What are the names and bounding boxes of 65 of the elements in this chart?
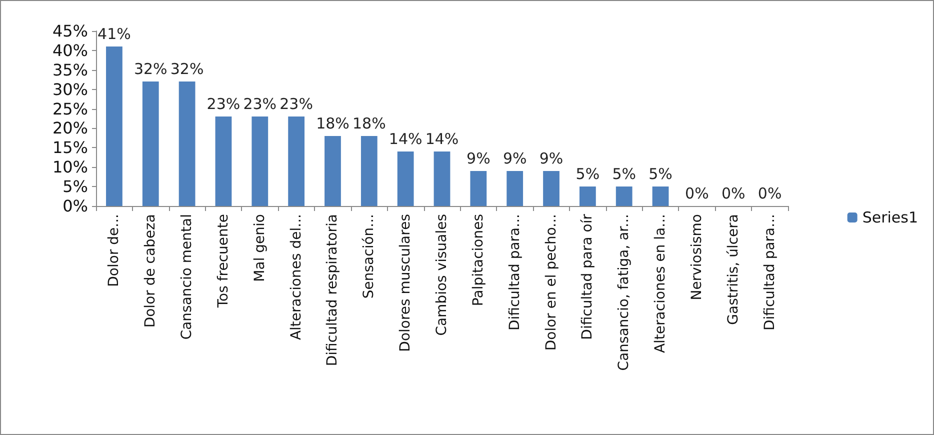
bar bbox=[215, 116, 232, 206]
y-tick-label: 15% bbox=[52, 138, 88, 158]
bar bbox=[324, 136, 341, 206]
data-label: 14% bbox=[388, 130, 422, 148]
y-tick-label: 45% bbox=[52, 22, 88, 40]
data-label: 5% bbox=[648, 165, 672, 184]
y-tick-label: 35% bbox=[52, 60, 88, 80]
bar bbox=[142, 82, 159, 206]
data-label: 0% bbox=[685, 184, 709, 202]
y-tick-label: 40% bbox=[52, 40, 88, 60]
x-tick-label: Cambios visuales bbox=[434, 214, 450, 336]
x-tick-label: Tos frecuente bbox=[215, 214, 232, 309]
data-label: 9% bbox=[539, 150, 564, 168]
x-tick-label: Dolores musculares bbox=[398, 214, 414, 352]
bar bbox=[360, 136, 378, 206]
data-label: 0% bbox=[758, 184, 782, 202]
bar bbox=[543, 171, 560, 206]
y-tick-label: 10% bbox=[52, 158, 88, 177]
x-tick-label: Cansancio mental bbox=[179, 214, 196, 340]
legend-label: Series1 bbox=[862, 208, 918, 226]
bar bbox=[506, 171, 524, 206]
bar bbox=[434, 152, 450, 206]
x-tick-label: Dificultad para... bbox=[506, 214, 523, 331]
bar bbox=[397, 152, 414, 206]
y-tick-label: 30% bbox=[52, 80, 88, 99]
data-label: 9% bbox=[466, 150, 490, 168]
x-tick-label: Dificultad respiratoria bbox=[324, 214, 341, 366]
x-tick-label: Alteraciones del... bbox=[288, 214, 304, 340]
x-tick-label: Dificultad para oír bbox=[580, 214, 596, 340]
data-label: 9% bbox=[502, 150, 527, 168]
x-tick-label: Alteraciones en la... bbox=[652, 214, 669, 354]
x-tick-label: Dificultad para... bbox=[762, 214, 778, 331]
bar bbox=[178, 82, 196, 206]
data-label: 18% bbox=[316, 114, 350, 132]
data-label: 5% bbox=[612, 165, 636, 184]
data-label: 18% bbox=[352, 114, 386, 132]
bar bbox=[579, 186, 596, 206]
x-tick-label: Palpitaciones bbox=[470, 214, 486, 306]
x-tick-label: Sensación... bbox=[361, 214, 378, 299]
x-tick-label: Dolor de cabeza bbox=[142, 214, 159, 328]
x-tick-label: Mal genio bbox=[252, 214, 268, 282]
bar bbox=[616, 186, 632, 206]
data-label: 14% bbox=[425, 130, 459, 148]
bar bbox=[288, 116, 305, 206]
x-tick-label: Cansancio, fatiga, ar... bbox=[616, 214, 632, 371]
x-tick-label: Dolor en el pecho... bbox=[543, 214, 560, 351]
data-label: 23% bbox=[280, 95, 313, 114]
data-label: 5% bbox=[576, 165, 600, 184]
x-tick-label: Dolor de... bbox=[106, 214, 122, 287]
y-tick-label: 5% bbox=[62, 177, 88, 196]
x-tick-label: Nerviosismo bbox=[688, 214, 705, 300]
data-label: 32% bbox=[170, 60, 204, 78]
data-label: 23% bbox=[206, 95, 240, 114]
y-tick-label: 25% bbox=[52, 99, 88, 118]
y-tick-label: 0% bbox=[62, 196, 88, 216]
bar bbox=[106, 46, 122, 206]
x-tick-label: Gastritis, úlcera bbox=[725, 214, 742, 325]
data-label: 32% bbox=[134, 60, 168, 78]
bar bbox=[470, 171, 487, 206]
bar bbox=[252, 116, 268, 206]
data-label: 0% bbox=[721, 184, 746, 202]
data-label: 23% bbox=[243, 95, 277, 114]
y-tick-label: 20% bbox=[52, 118, 88, 138]
bar bbox=[652, 186, 669, 206]
data-label: 41% bbox=[98, 25, 131, 44]
